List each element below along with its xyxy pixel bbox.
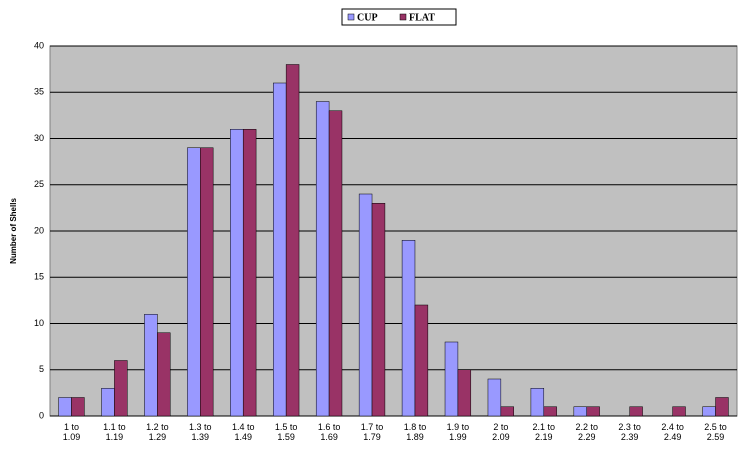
x-tick-label: 1.7 to 1.79 bbox=[360, 422, 384, 442]
y-tick-label: 10 bbox=[34, 318, 44, 328]
bar bbox=[586, 406, 600, 417]
bar bbox=[702, 406, 716, 417]
bar bbox=[573, 406, 587, 417]
x-tick-label: 1.4 to 1.49 bbox=[231, 422, 255, 442]
y-tick-label: 35 bbox=[34, 87, 44, 97]
bar bbox=[114, 360, 128, 417]
x-tick-label: 1.2 to 1.29 bbox=[146, 422, 169, 442]
x-tick-label: 1.3 to 1.39 bbox=[189, 422, 212, 442]
bar bbox=[457, 369, 472, 417]
bar bbox=[58, 397, 72, 417]
bar bbox=[71, 397, 85, 417]
y-tick-label: 25 bbox=[34, 179, 44, 189]
legend-box bbox=[341, 8, 457, 26]
bar bbox=[200, 147, 214, 417]
y-tick-label: 15 bbox=[34, 272, 44, 282]
x-tick-label: 1.1 to 1.19 bbox=[103, 422, 126, 442]
bar bbox=[101, 388, 115, 417]
y-tick-label: 20 bbox=[34, 225, 44, 235]
bar bbox=[715, 397, 729, 417]
legend-swatch bbox=[399, 13, 407, 21]
bar bbox=[242, 129, 257, 417]
bar bbox=[273, 82, 287, 417]
y-axis-label: Number of Shells bbox=[9, 198, 18, 264]
bar bbox=[144, 314, 158, 417]
x-tick-label: 1.5 to 1.59 bbox=[274, 422, 298, 442]
y-tick-label: 40 bbox=[34, 40, 44, 50]
bar bbox=[371, 203, 386, 417]
bar bbox=[157, 332, 171, 417]
x-tick-label: 2.5 to 2.59 bbox=[704, 422, 727, 442]
x-tick-label: 2 to 2.09 bbox=[492, 422, 510, 442]
bar bbox=[187, 147, 201, 417]
bar bbox=[672, 406, 686, 417]
bar bbox=[328, 110, 343, 417]
bar bbox=[487, 378, 502, 417]
x-tick-label: 2.1 to 2.19 bbox=[532, 422, 556, 442]
bar bbox=[285, 64, 300, 417]
bar bbox=[358, 193, 373, 417]
bar bbox=[444, 341, 459, 417]
x-tick-label: 1 to 1.09 bbox=[62, 422, 81, 442]
y-tick-label: 0 bbox=[39, 410, 44, 420]
x-tick-label: 2.3 to 2.39 bbox=[618, 422, 641, 442]
bar bbox=[315, 101, 330, 417]
legend-label: CUP bbox=[357, 12, 378, 23]
bar bbox=[530, 388, 545, 417]
bar bbox=[629, 406, 643, 417]
x-tick-label: 1.6 to 1.69 bbox=[317, 422, 341, 442]
y-tick-label: 5 bbox=[39, 364, 44, 374]
y-tick-label: 30 bbox=[34, 133, 44, 143]
bar bbox=[543, 406, 557, 417]
bar bbox=[401, 240, 416, 417]
legend-label: FLAT bbox=[409, 12, 435, 23]
bar bbox=[414, 304, 429, 417]
x-tick-label: 1.8 to 1.89 bbox=[403, 422, 427, 442]
legend-swatch bbox=[347, 13, 355, 21]
x-tick-label: 2.2 to 2.29 bbox=[575, 422, 598, 442]
x-tick-label: 2.4 to 2.49 bbox=[661, 422, 684, 442]
x-tick-label: 1.9 to 1.99 bbox=[446, 422, 470, 442]
bar bbox=[500, 406, 514, 417]
bar bbox=[230, 129, 244, 417]
